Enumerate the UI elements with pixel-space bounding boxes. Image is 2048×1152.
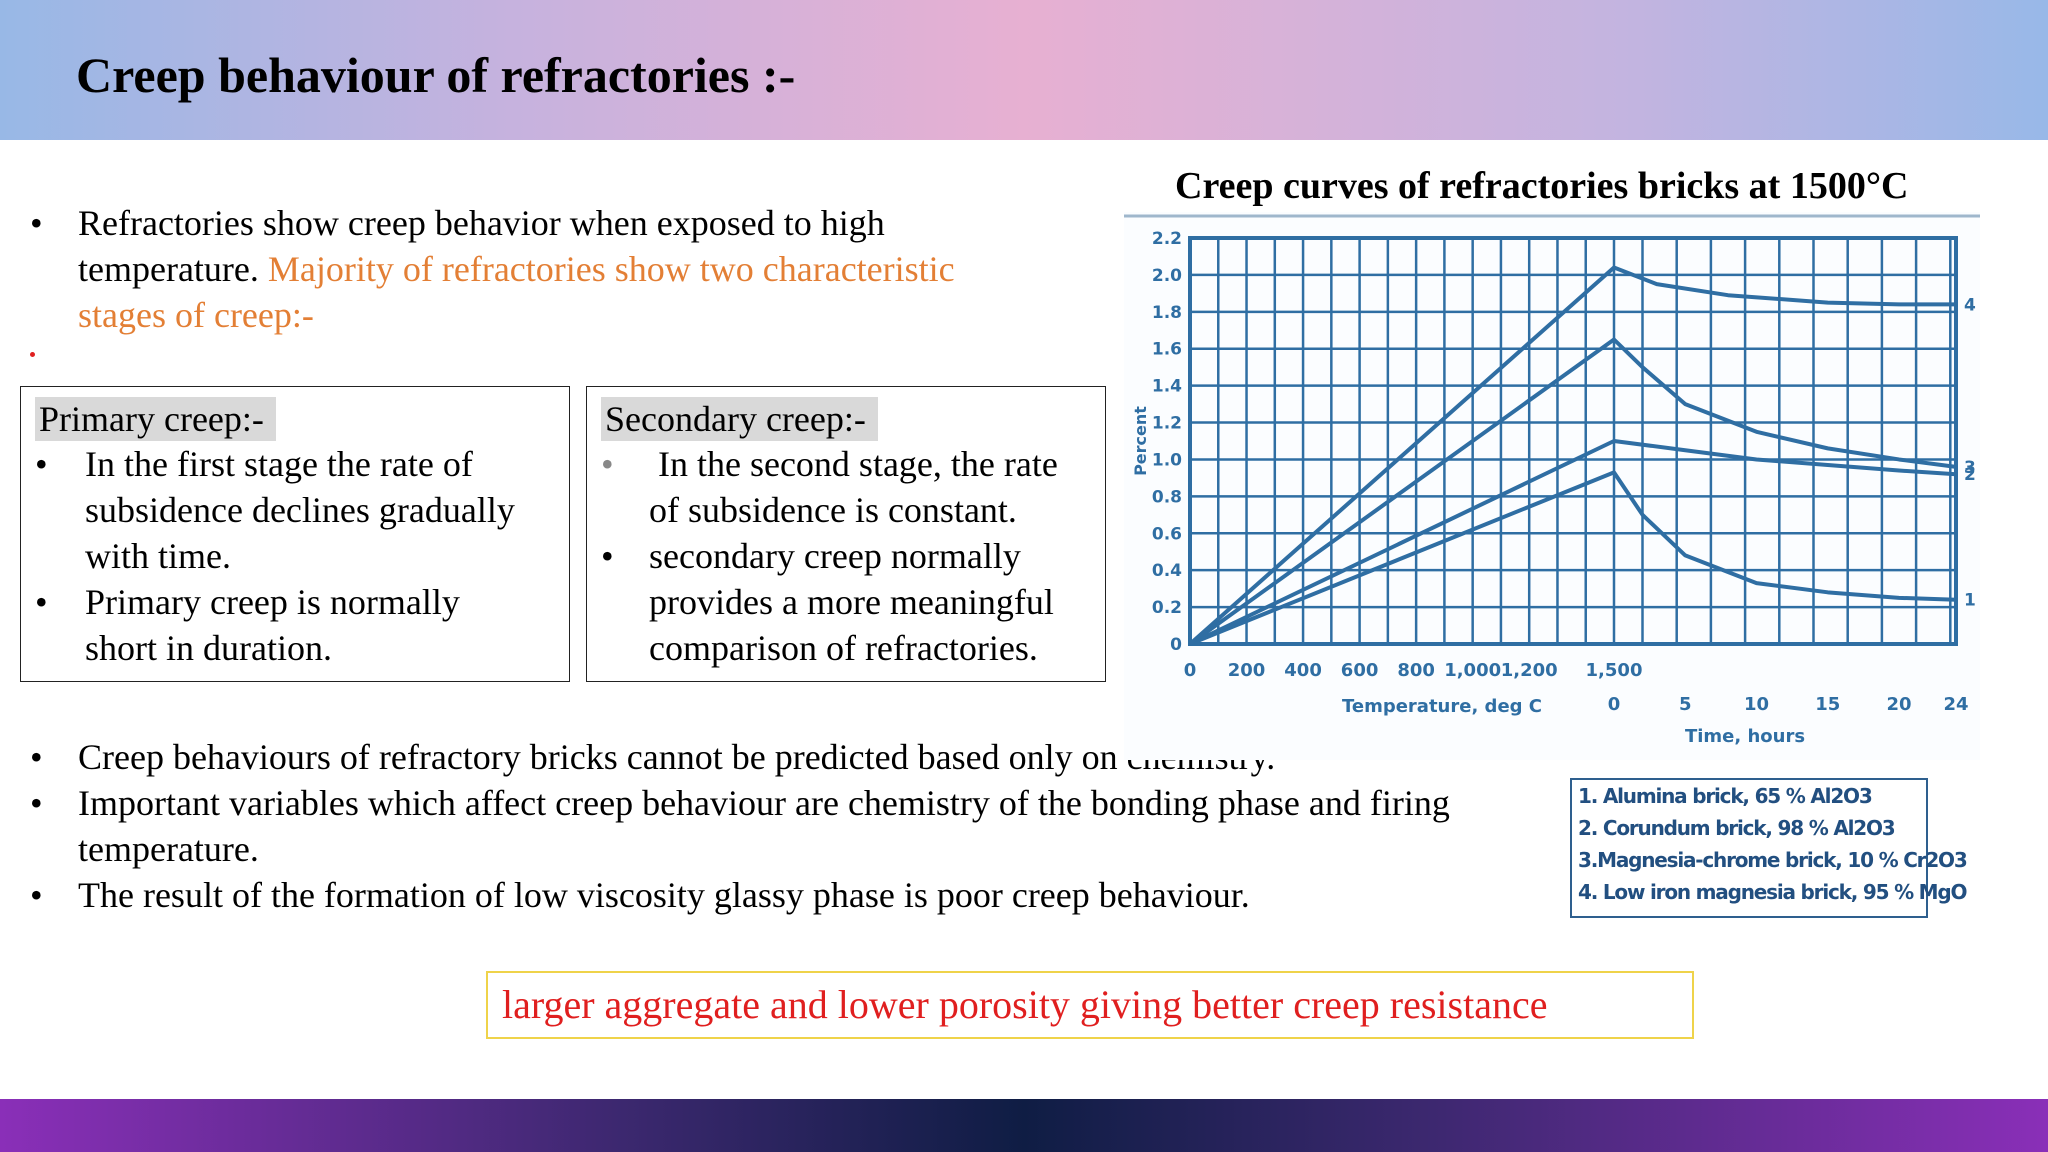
- series-line-1: [1189, 470, 1957, 646]
- y-tick-label: 0.4: [1152, 561, 1182, 581]
- bottom-bullet-item: • Important variables which affect creep …: [30, 780, 1570, 872]
- x-temp-tick-label: 1,000: [1444, 660, 1501, 681]
- secondary-creep-item: • secondary creep normally provides a more…: [587, 533, 1105, 671]
- x-time-axis-label: Time, hours: [1685, 726, 1805, 747]
- creep-chart: 00.20.40.60.81.01.21.41.61.82.02.20 200 40…: [1124, 214, 1980, 747]
- series-label-4: 4: [1964, 295, 1976, 315]
- primary-creep-line: short in duration.: [85, 628, 332, 668]
- y-tick-label: 1.4: [1152, 377, 1182, 397]
- x-time-tick-label: 5: [1679, 694, 1692, 715]
- primary-creep-item: • In the first stage the rate of subsidenc…: [21, 441, 569, 579]
- y-tick-label: 0.6: [1152, 524, 1182, 544]
- x-time-tick-label: 0: [1608, 694, 1621, 715]
- secondary-creep-list: • In the second stage, the rate of subsid…: [587, 441, 1105, 671]
- primary-creep-line: In the first stage the rate of: [85, 444, 473, 484]
- intro-bullet: • Refractories show creep behavior when …: [30, 200, 1090, 338]
- x-temp-tick-label: 800: [1397, 660, 1435, 681]
- legend-item-1: 1. Alumina brick, 65 % Al2O3: [1578, 784, 1873, 808]
- primary-creep-heading: Primary creep:-: [35, 397, 276, 441]
- series-line-2: [1189, 439, 1957, 646]
- chart-title: Creep curves of refractories bricks at 1…: [1175, 165, 1909, 207]
- x-temp-tick-label: 0: [1184, 660, 1197, 681]
- y-tick-label: 0.2: [1152, 598, 1182, 618]
- series-label-2: 2: [1964, 465, 1976, 485]
- primary-creep-item: • Primary creep is normally short in durat…: [21, 579, 569, 671]
- secondary-creep-line: comparison of refractories.: [649, 628, 1038, 668]
- primary-creep-box: Primary creep:- • In the first stage the …: [20, 386, 570, 682]
- primary-creep-list: • In the first stage the rate of subsidenc…: [21, 441, 569, 671]
- bullet-marker: •: [35, 582, 48, 622]
- y-tick-label: 1.0: [1152, 450, 1182, 470]
- primary-creep-line: subsidence declines gradually: [85, 490, 515, 530]
- secondary-creep-box: Secondary creep:- • In the second stage,…: [586, 386, 1106, 682]
- intro-line-2: temperature. Majority of refractories sh…: [78, 246, 1090, 292]
- bullet-marker: •: [30, 203, 43, 243]
- y-tick-label: 1.6: [1152, 340, 1182, 360]
- bottom-bullet-list: • Creep behaviours of refractory bricks c…: [30, 734, 1570, 918]
- secondary-creep-item: • In the second stage, the rate of subsid…: [587, 441, 1105, 533]
- legend-item-2: 2. Corundum brick, 98 % Al2O3: [1578, 816, 1896, 840]
- bottom-bullet-item: • The result of the formation of low visc…: [30, 872, 1570, 918]
- intro-line-2-orange: Majority of refractories show two charac…: [267, 249, 955, 289]
- x-time-tick-label: 24: [1943, 694, 1968, 715]
- callout-box: larger aggregate and lower porosity givi…: [486, 971, 1694, 1039]
- series-label-3: 3: [1964, 458, 1976, 478]
- x-temp-tick-label: 200: [1228, 660, 1266, 681]
- x-time-tick-label: 10: [1744, 694, 1769, 715]
- red-dot: [30, 352, 35, 357]
- bullet-marker: •: [35, 444, 48, 484]
- series-line-4: [1188, 265, 1956, 646]
- secondary-creep-line: In the second stage, the rate: [649, 444, 1058, 484]
- series-line-3: [1188, 337, 1957, 646]
- y-tick-label: 0: [1170, 635, 1182, 655]
- series-label-1: 1: [1964, 591, 1976, 611]
- bottom-bullet-line: temperature.: [78, 829, 259, 869]
- primary-creep-line: Primary creep is normally: [85, 582, 460, 622]
- secondary-creep-heading: Secondary creep:-: [601, 397, 878, 441]
- x-temp-tick-label: 400: [1284, 660, 1322, 681]
- bottom-bullet-line: Creep behaviours of refractory bricks ca…: [78, 737, 1276, 777]
- intro-line-2-plain: temperature.: [78, 249, 268, 289]
- intro-line-1: Refractories show creep behavior when ex…: [78, 203, 885, 243]
- x-temp-tick-label: 1,200: [1501, 660, 1558, 681]
- y-tick-label: 0.8: [1152, 487, 1182, 507]
- legend-item-4: 4. Low iron magnesia brick, 95 % MgO: [1578, 880, 1968, 904]
- bottom-bullet-item: • Creep behaviours of refractory bricks c…: [30, 734, 1570, 780]
- secondary-creep-line: of subsidence is constant.: [649, 490, 1017, 530]
- chart-panel: 0 0.2 0.4 0.6 0.8 1.0 1.2 1.4 1.6 1.8 2.0 2.2 0 200 40…: [1124, 212, 1980, 760]
- bullet-marker: •: [601, 536, 614, 576]
- secondary-creep-line: provides a more meaningful: [649, 582, 1054, 622]
- bullet-marker: •: [30, 783, 43, 823]
- y-tick-label: 1.2: [1152, 414, 1182, 434]
- y-tick-label: 1.8: [1152, 303, 1182, 323]
- plot-frame: [1188, 236, 1958, 646]
- secondary-creep-line: secondary creep normally: [649, 536, 1021, 576]
- bottom-bullet-line: The result of the formation of low visco…: [78, 875, 1250, 915]
- x-temp-tick-label: 600: [1341, 660, 1379, 681]
- y-axis-label: Percent: [1131, 406, 1150, 476]
- x-time-tick-label: 15: [1815, 694, 1840, 715]
- x-temp-tick-label: 1,500: [1586, 660, 1643, 681]
- bullet-marker: •: [601, 444, 614, 484]
- header-band: [0, 0, 2048, 140]
- chart-legend: 1. Alumina brick, 65 % Al2O3 2. Corundum…: [1570, 778, 1968, 918]
- y-tick-label: 2.0: [1152, 266, 1182, 286]
- bottom-bullet-line: Important variables which affect creep b…: [78, 783, 1450, 823]
- bullet-marker: •: [30, 737, 43, 777]
- footer-band: [0, 1099, 2048, 1152]
- primary-creep-line: with time.: [85, 536, 231, 576]
- slide-title: Creep behaviour of refractories :-: [76, 47, 796, 103]
- y-tick-label: 2.2: [1152, 229, 1182, 249]
- intro-line-3: stages of creep:-: [78, 295, 314, 335]
- legend-item-3: 3.Magnesia-chrome brick, 10 % Cr2O3: [1578, 848, 1968, 872]
- bullet-marker: •: [30, 875, 43, 915]
- x-time-tick-label: 20: [1886, 694, 1911, 715]
- x-temp-axis-label: Temperature, deg C: [1342, 696, 1542, 717]
